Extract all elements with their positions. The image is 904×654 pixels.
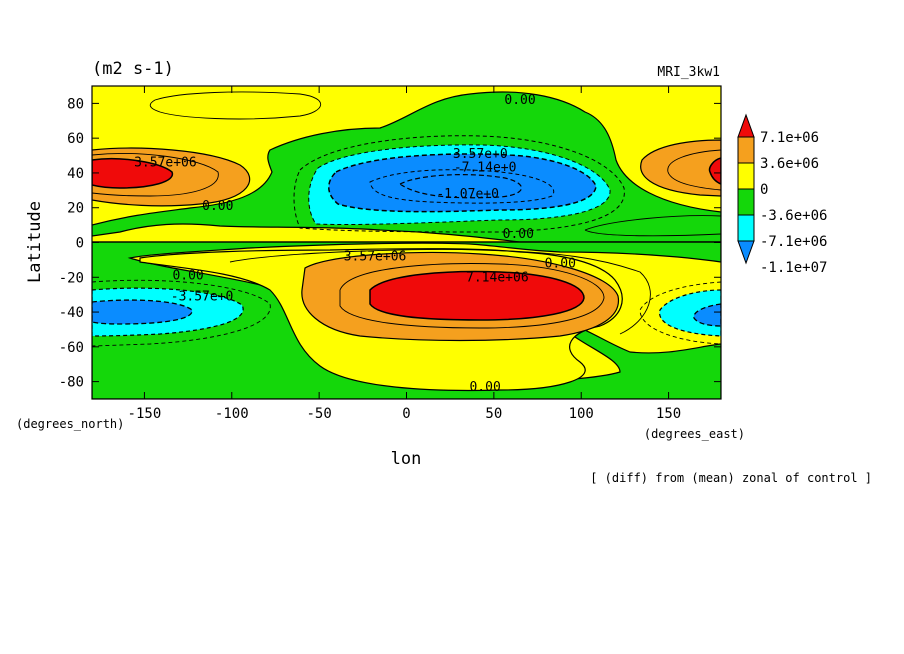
contour-label: 0.00 [202,199,233,214]
x-tick-label: 0 [402,406,410,422]
sw-dash-contour [92,279,271,347]
colorbar-label: 7.1e+06 [760,130,819,146]
contour-label: 0.00 [172,269,203,284]
contour-field [92,86,721,399]
x-tick-label: -150 [128,406,162,422]
y-units-label: (degrees_north) [16,417,124,431]
se-dash-contour [639,281,721,345]
y-tick-label: 60 [67,131,84,147]
nh-core-dash [398,174,522,199]
model-label: MRI_3kw1 [657,65,720,80]
y-axis-label: Latitude [25,201,45,283]
y-tick-label: 80 [67,96,84,112]
colorbar-label: -3.6e+06 [760,208,827,224]
colorbar: 7.1e+06 3.6e+06 0 -3.6e+06 -7.1e+06 -1.1e+07 [737,113,827,276]
contour-labels: 0.003.57e+06-3.57e+0-7.14e+0-1.07e+00.00… [134,93,576,395]
colorbar-label: 0 [760,182,768,198]
colorbar-label: -7.1e+06 [760,234,827,250]
y-tick-label: 20 [67,201,84,217]
contour-label: 3.57e+06 [344,249,407,264]
contour-label: 0.00 [504,93,535,108]
colorbar-segment [737,188,755,216]
nw-red-region [92,158,174,189]
contour-label: 0.00 [469,380,500,395]
sh-thin-contour [229,249,651,335]
x-tick-label: -100 [215,406,249,422]
ne-orange-inner-line [667,149,721,191]
units-label: (m2 s-1) [92,59,174,79]
contour-label: -3.57e+0 [445,147,508,162]
x-units-label: (degrees_east) [644,427,745,441]
sw-blue-region [92,299,193,325]
nh-blue-core [369,169,555,204]
axis-ticks: -150 -100 -50 0 50 100 150 -80 -60 -40 -20 0 20 40 60 8… [59,86,721,422]
colorbar-label: 3.6e+06 [760,156,819,172]
colorbar-top-arrow [737,113,755,138]
contour-label: -3.57e+0 [171,289,234,304]
colorbar-segment [737,214,755,242]
nh-blue-region [328,153,597,213]
colorbar-segment [737,136,755,164]
x-tick-label: 100 [569,406,594,422]
sh-orange-inner-line [339,263,605,329]
contour-label: 7.14e+06 [466,270,529,285]
colorbar-segment [737,162,755,190]
y-tick-label: -80 [59,375,84,391]
y-tick-label: 40 [67,166,84,182]
ne-red-region [708,157,721,185]
y-tick-label: -40 [59,305,84,321]
contour-label: 3.57e+06 [134,156,197,171]
colorbar-label: -1.1e+07 [760,260,827,276]
top-thin-contour [149,91,322,120]
contour-label: -1.07e+0 [436,187,499,202]
contour-label: 0.00 [503,227,534,242]
ne-orange-region [640,139,721,197]
ne-thin-contour [584,215,721,237]
contour-label: 0.00 [545,256,576,271]
x-tick-label: 50 [485,406,502,422]
nw-orange-inner-line [92,153,219,197]
se-cyan-region [659,289,721,337]
y-tick-label: 0 [76,236,84,252]
y-tick-label: -60 [59,340,84,356]
sh-red-region [369,270,585,321]
x-tick-label: -50 [306,406,331,422]
x-tick-label: 150 [656,406,681,422]
footer-caption: [ (diff) from (mean) zonal of control ] [590,471,872,485]
se-blue-region [693,303,721,327]
contour-label: -7.14e+0 [454,161,517,176]
x-axis-label: lon [391,449,422,469]
y-tick-label: -20 [59,270,84,286]
colorbar-bottom-arrow [737,240,755,265]
